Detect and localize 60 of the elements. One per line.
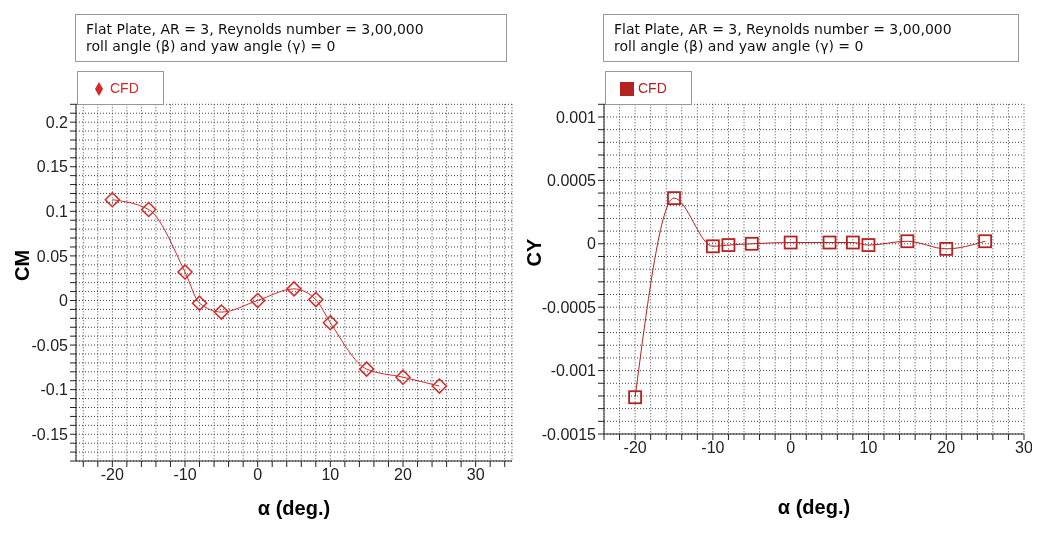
point: [783, 235, 798, 250]
y-tick-label: -0.001: [550, 362, 597, 380]
x-tick-label: -20: [623, 439, 647, 457]
y-tick-label: 0.001: [555, 108, 597, 126]
point: [322, 315, 339, 331]
x-tick-label: -10: [173, 466, 197, 484]
point: [721, 238, 736, 252]
y-tick-label: -0.1: [40, 381, 69, 399]
x-tick-label: 10: [321, 466, 340, 484]
y-tick-label: -0.0015: [541, 425, 597, 443]
x-tick-label: -20: [100, 466, 124, 484]
chart-title: Flat Plate, AR = 3, Reynolds number = 3,00,000: [614, 21, 953, 38]
chart-title: Flat Plate, AR = 3, Reynolds number = 3,00,000: [86, 21, 425, 38]
point: [286, 281, 302, 297]
y-tick-label: 0.0005: [547, 172, 597, 190]
chart-subtitle: roll angle (β) and yaw angle (γ) = 0: [86, 38, 337, 55]
point: [308, 291, 324, 308]
x-tick-label: 30: [466, 466, 485, 484]
point: [104, 191, 121, 208]
chart-subtitle: roll angle (β) and yaw angle (γ) = 0: [614, 38, 865, 55]
x-tick-label: 0: [253, 466, 263, 484]
y-tick-label: 0: [587, 235, 597, 253]
y-tick-label: -0.0005: [541, 298, 597, 316]
x-tick-label: 20: [937, 439, 956, 457]
y-axis-title: CY: [523, 238, 547, 266]
legend-label: CFD: [638, 80, 667, 96]
point: [395, 369, 411, 385]
y-tick-label: 0.15: [36, 158, 69, 176]
y-tick-label: 0.05: [36, 247, 69, 265]
x-tick-label: 0: [786, 439, 796, 457]
y-tick-label: 0.1: [45, 202, 69, 220]
y-tick-label: 0: [59, 292, 69, 310]
x-axis-title: α (deg.): [776, 496, 852, 519]
point: [358, 361, 375, 377]
point: [900, 234, 915, 249]
x-tick-label: -10: [701, 439, 725, 457]
point: [978, 234, 993, 249]
point: [861, 238, 876, 252]
y-tick-label: -0.15: [31, 425, 69, 443]
y-tick-label: 0.2: [45, 113, 69, 131]
x-tick-label: 10: [859, 439, 878, 457]
point: [667, 191, 681, 206]
point: [845, 235, 860, 250]
point: [191, 295, 208, 311]
point: [822, 235, 837, 250]
x-tick-label: 30: [1015, 439, 1033, 457]
point: [140, 201, 157, 218]
point: [177, 264, 193, 280]
x-tick-label: 20: [394, 466, 412, 484]
point: [705, 239, 720, 254]
point: [431, 378, 448, 394]
point: [213, 304, 230, 320]
point: [249, 292, 266, 309]
x-axis-title: α (deg.): [256, 497, 332, 520]
legend-label: CFD: [110, 80, 139, 96]
y-axis-title: CM: [11, 249, 35, 282]
point: [744, 236, 759, 251]
y-tick-label: -0.05: [31, 336, 69, 354]
point: [939, 241, 954, 256]
point: [628, 390, 643, 405]
